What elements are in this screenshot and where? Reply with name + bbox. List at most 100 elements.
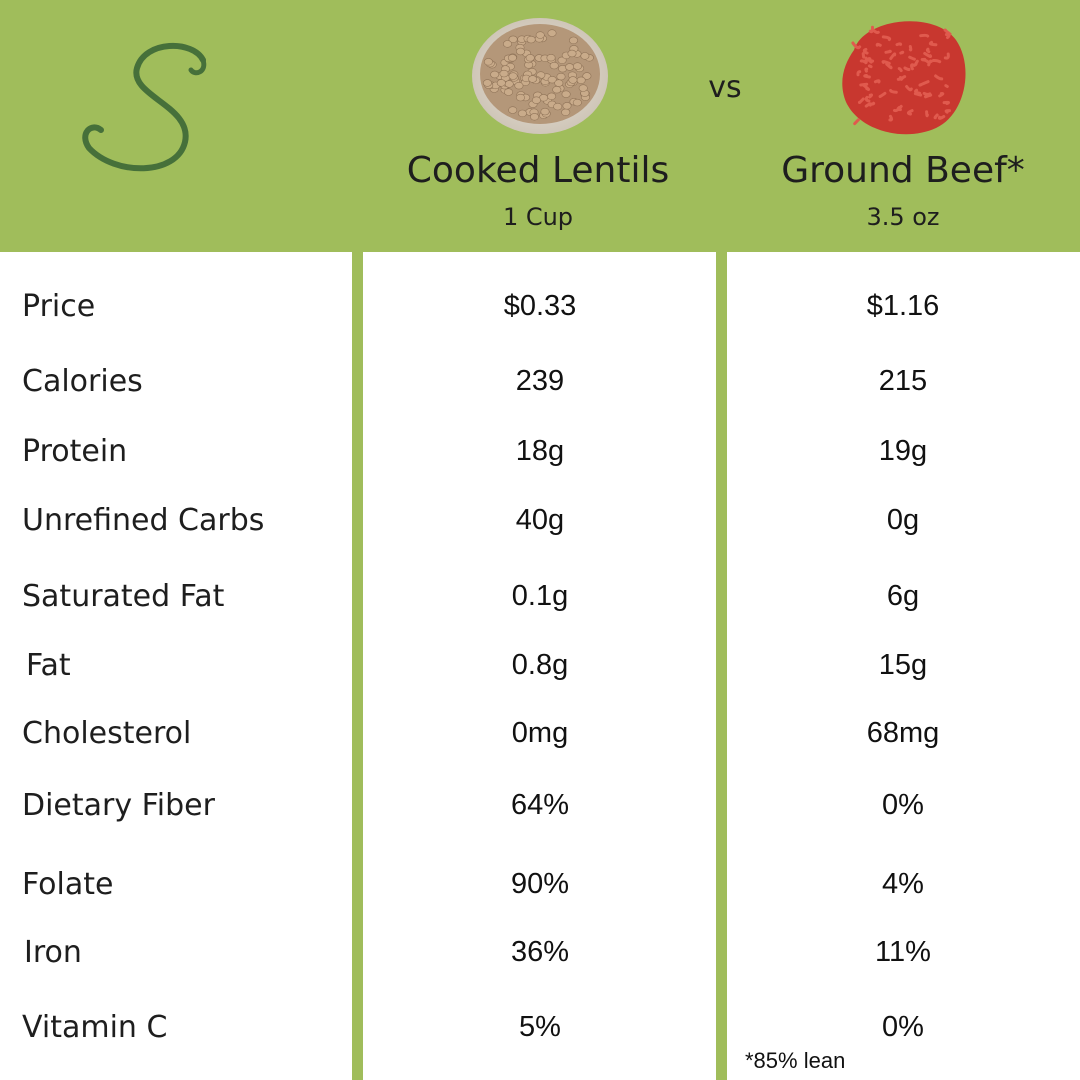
row-label: Saturated Fat [22,579,225,614]
beef-strand [925,47,931,54]
beef-strand [931,58,942,64]
lentil-grain [503,88,513,96]
lentil-grain [483,58,493,66]
beef-strand [878,91,887,98]
beef-strand [881,35,892,42]
beef-strand [856,70,862,77]
lentils-value: 40g [515,504,565,536]
lentil-grain [507,54,517,62]
lentil-grain [490,70,500,79]
column-divider-right [716,252,727,1080]
beef-strand [944,33,951,40]
beef-strand [944,109,951,114]
lentils-value: 0mg [511,717,569,749]
beef-value: 15g [878,649,928,681]
s-logo [82,43,207,172]
beef-strand [921,58,930,64]
beef-strand [918,80,930,87]
lentil-grain [515,47,525,56]
lentil-grain [502,40,512,48]
beef-strand [914,88,922,95]
beef-value: $1.16 [866,290,940,322]
row-label: Vitamin C [22,1010,168,1045]
beef-strand [937,115,946,120]
lentil-grain [569,36,579,45]
beef-strand [934,74,944,81]
lentil-grain [514,81,524,90]
lentils-value: $0.33 [503,290,577,322]
row-label: Unrefined Carbs [22,503,265,538]
versus-label: vs [708,70,742,105]
beef-strand [864,95,871,103]
beef-strand [943,28,952,36]
ground-beef-image [842,21,966,135]
beef-value: 68mg [866,717,940,749]
beef-strand [910,63,916,71]
beef-strand [893,104,903,113]
lentil-grain [535,31,545,39]
beef-value: 0% [882,789,924,821]
row-label: Fat [26,648,71,683]
lentil-grain [504,80,514,88]
beef-strand [925,110,929,118]
beef-title: Ground Beef* [781,150,1025,191]
lentil-grain [568,76,578,84]
beef-strand [923,51,933,59]
beef-strand [867,64,873,69]
lentils-title: Cooked Lentils [406,150,670,191]
header-banner: vs Cooked Lentils 1 Cup Ground Beef* 3.5… [0,0,1080,252]
lentil-grain [546,53,556,62]
lentils-value: 18g [515,435,565,467]
beef-strand [895,42,903,47]
column-divider-left [352,252,363,1080]
lentil-grain [556,72,566,81]
lentil-grain [482,79,492,87]
lentils-value: 0.1g [511,580,569,612]
beef-strand [933,113,939,120]
lentil-grain [549,61,559,70]
beef-value: 11% [875,936,931,968]
lentils-value: 0.8g [511,649,569,681]
row-label: Folate [22,867,114,902]
lentil-grain [567,49,577,58]
beef-strand [899,75,907,81]
lentil-grain [578,84,588,92]
lentil-grain [508,35,518,43]
lentil-grain [562,102,572,110]
lentil-grain [561,108,571,117]
beef-strand [888,114,894,122]
lentil-grain [580,52,590,60]
beef-strand [906,109,914,116]
lentil-grain [547,29,557,37]
beef-value: 0% [882,1011,924,1043]
beef-strand [889,89,898,94]
beef-value: 19g [878,435,928,467]
lentil-grain [547,75,557,84]
beef-strand [938,92,945,98]
lentil-grain [582,72,592,80]
beef-strand [873,79,881,84]
beef-strand [871,28,880,35]
beef-strand [943,52,950,60]
lentil-grain [554,79,564,87]
beef-strand [857,97,865,105]
beef-strand [913,59,919,67]
beef-strand [944,84,949,88]
row-label: Dietary Fiber [22,788,215,823]
lentils-value: 239 [515,365,565,397]
row-label: Protein [22,434,128,469]
lentil-grain [525,54,535,62]
beef-strand [863,74,871,79]
beef-value: 0g [886,504,920,536]
beef-strand [922,91,932,96]
row-label: Iron [24,935,82,970]
beef-strand [928,40,938,47]
beef-value: 215 [878,365,928,397]
beef-strand [868,25,875,34]
lentils-value: 5% [519,1011,561,1043]
beef-strand [867,57,872,62]
beef-strand [908,45,913,52]
lentil-grain [517,109,527,118]
beef-strand [927,59,933,67]
lentil-grain [526,35,536,44]
